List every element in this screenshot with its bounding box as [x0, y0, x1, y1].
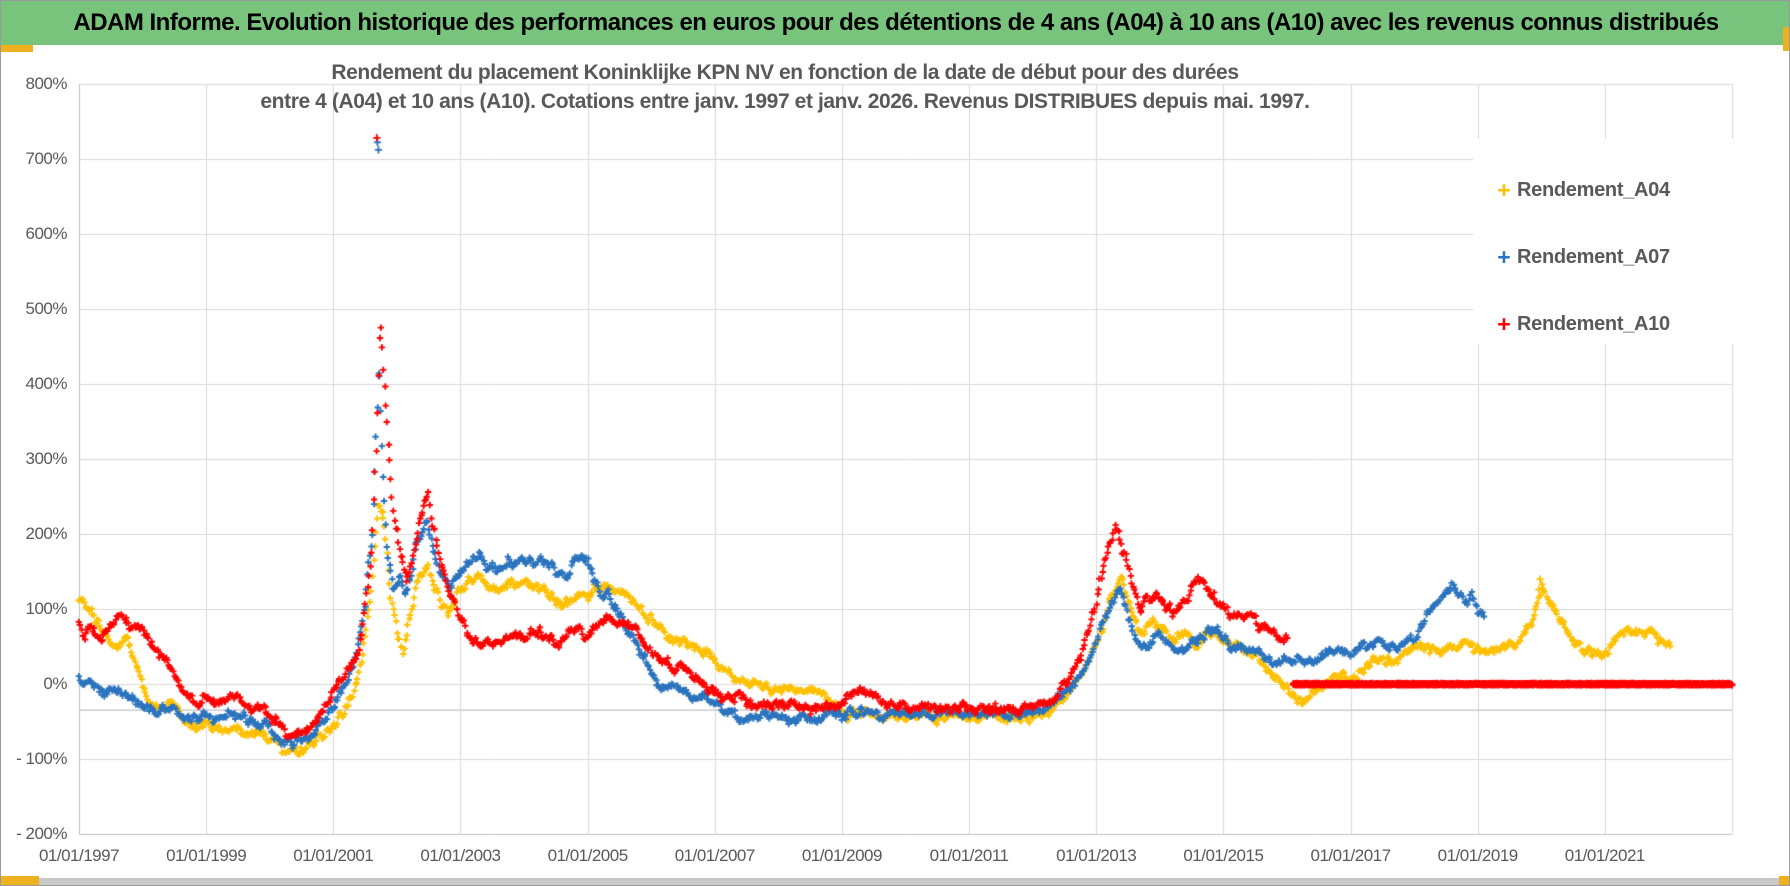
- y-tick-label: 400%: [25, 374, 68, 393]
- y-tick-label: 800%: [25, 73, 68, 93]
- legend-label: Rendement_A10: [1517, 312, 1670, 335]
- x-tick-label: 01/01/2005: [547, 846, 629, 865]
- y-tick-label: 100%: [25, 599, 68, 619]
- x-tick-label: 01/01/2019: [1437, 846, 1519, 865]
- plus-marker-icon: +: [1497, 311, 1511, 337]
- chart-legend: + Rendement_A04 + Rendement_A07 + Rendem…: [1473, 139, 1779, 344]
- y-tick-label: 600%: [25, 223, 68, 243]
- legend-label: Rendement_A04: [1517, 178, 1670, 201]
- chart-title: Rendement du placement Koninklijke KPN N…: [1, 58, 1569, 116]
- legend-entry-a07: + Rendement_A07: [1491, 242, 1670, 272]
- y-tick-label: 300%: [25, 449, 68, 469]
- x-tick-label: 01/01/2011: [929, 846, 1009, 865]
- y-tick-label: - 200%: [16, 824, 67, 844]
- chart-title-line-2: entre 4 (A04) et 10 ans (A10). Cotations…: [260, 90, 1310, 113]
- y-tick-label: - 100%: [16, 749, 67, 769]
- x-tick-label: 01/01/2009: [801, 846, 883, 865]
- bottom-frame-strip: [1, 878, 1789, 885]
- y-tick-label: 0%: [43, 674, 67, 694]
- plus-marker-icon: +: [1497, 244, 1511, 270]
- plus-marker-icon: +: [1497, 177, 1511, 203]
- y-tick-label: 700%: [25, 148, 68, 168]
- x-tick-label: 01/01/2013: [1056, 846, 1137, 865]
- y-tick-label: 500%: [25, 298, 68, 318]
- y-tick-label: 200%: [25, 524, 68, 544]
- legend-label: Rendement_A07: [1517, 245, 1670, 268]
- x-tick-label: 01/01/2017: [1310, 846, 1391, 865]
- chart-title-line-1: Rendement du placement Koninklijke KPN N…: [331, 61, 1239, 84]
- x-tick-label: 01/01/2021: [1564, 846, 1646, 865]
- legend-entry-a10: + Rendement_A10: [1491, 309, 1670, 339]
- legend-entry-a04: + Rendement_A04: [1491, 175, 1670, 205]
- x-tick-label: 01/01/2015: [1183, 846, 1264, 865]
- gold-accent-bottom-right: [1779, 876, 1789, 885]
- x-tick-label: 01/01/2007: [674, 846, 756, 865]
- x-tick-label: 01/01/1997: [38, 846, 120, 865]
- x-tick-label: 01/01/2001: [293, 846, 374, 865]
- x-tick-label: 01/01/1999: [166, 846, 247, 865]
- gold-accent-bottom-left: [1, 876, 39, 885]
- x-tick-label: 01/01/2003: [420, 846, 501, 865]
